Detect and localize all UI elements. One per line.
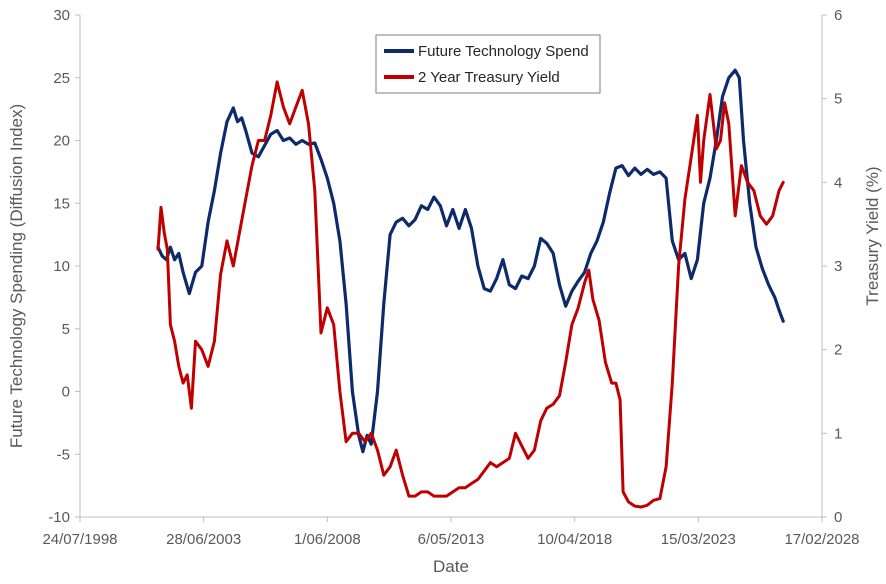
legend: Future Technology Spend 2 Year Treasury … (375, 34, 601, 94)
series (156, 68, 785, 509)
left-y-tick-label: 15 (53, 195, 70, 212)
right-y-tick-label: 2 (834, 342, 842, 359)
right-y-tick-label: 3 (834, 258, 842, 275)
left-y-tick-label: -5 (57, 446, 70, 463)
right-y-tick-label: 0 (834, 509, 842, 526)
right-y-tick-label: 4 (834, 174, 842, 191)
x-tick-label: 15/03/2023 (661, 531, 736, 548)
right-y-tick-label: 1 (834, 425, 842, 442)
left-y-axis-title: Future Technology Spending (Diffusion In… (7, 104, 26, 448)
legend-label-2-year-treasury-yield: 2 Year Treasury Yield (418, 69, 560, 86)
left-y-tick-label: 5 (62, 321, 70, 338)
legend-box (375, 34, 601, 94)
series-line-2-year-treasury-yield (156, 80, 785, 509)
series-line-future-technology-spend (156, 68, 785, 454)
tick-labels: -10 -5 0 5 10 15 20 25 30 0 1 2 3 4 5 6 24/07/1998 28/06/… (42, 7, 859, 548)
x-axis-title: Date (433, 557, 469, 576)
left-y-tick-label: 20 (53, 133, 70, 150)
legend-label-future-technology-spend: Future Technology Spend (418, 43, 589, 60)
x-tick-label: 28/06/2003 (166, 531, 241, 548)
x-tick-label: 17/02/2028 (784, 531, 859, 548)
left-y-tick-label: -10 (48, 509, 70, 526)
x-tick-label: 24/07/1998 (42, 531, 117, 548)
right-y-tick-label: 6 (834, 7, 842, 24)
left-y-tick-label: 0 (62, 384, 70, 401)
right-y-axis-title: Treasury Yield (%) (863, 166, 882, 305)
left-y-tick-label: 30 (53, 7, 70, 24)
x-tick-label: 6/05/2013 (418, 531, 485, 548)
left-y-tick-label: 10 (53, 258, 70, 275)
x-tick-label: 1/06/2008 (294, 531, 361, 548)
x-tick-label: 10/04/2018 (537, 531, 612, 548)
left-y-tick-label: 25 (53, 70, 70, 87)
right-y-tick-label: 5 (834, 91, 842, 108)
